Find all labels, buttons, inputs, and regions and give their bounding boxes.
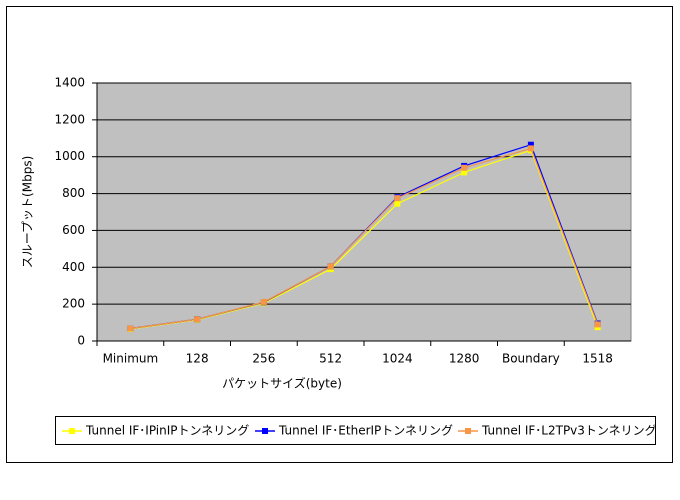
marker xyxy=(327,263,334,270)
legend-marker xyxy=(465,428,471,434)
marker xyxy=(594,321,601,328)
marker xyxy=(194,316,201,323)
x-tick-label: 1280 xyxy=(449,352,480,366)
series-line xyxy=(130,147,599,330)
y-axis-label: スループット(Mbps) xyxy=(21,156,35,268)
x-tick-label: 1024 xyxy=(382,352,413,366)
y-tick-label: 600 xyxy=(62,223,85,237)
y-tick-label: 800 xyxy=(62,186,85,200)
legend-label: Tunnel IF･IPinIPトンネリング xyxy=(85,424,249,438)
marker xyxy=(527,141,534,148)
marker xyxy=(394,195,401,202)
marker xyxy=(394,200,401,207)
legend-marker xyxy=(262,428,268,434)
legend xyxy=(55,416,656,445)
x-axis-label: パケットサイズ(byte) xyxy=(222,376,342,391)
y-tick-label: 0 xyxy=(77,334,85,348)
y-tick-label: 1000 xyxy=(54,149,85,163)
marker xyxy=(461,164,468,171)
marker xyxy=(260,298,267,305)
y-tick-label: 200 xyxy=(62,297,85,311)
x-tick-label: Minimum xyxy=(103,352,159,366)
legend-marker xyxy=(69,428,75,434)
x-tick-label: 256 xyxy=(252,352,275,366)
marker xyxy=(127,325,134,332)
marker xyxy=(461,169,468,176)
plot-area xyxy=(96,82,632,342)
x-tick-label: Boundary xyxy=(502,352,560,366)
x-tick-label: 512 xyxy=(319,352,342,366)
legend-label: Tunnel IF･EtherIPトンネリング xyxy=(278,424,453,438)
y-tick-label: 400 xyxy=(62,260,85,274)
y-tick-label: 1400 xyxy=(54,76,85,90)
y-tick-label: 1200 xyxy=(54,112,85,126)
marker xyxy=(527,145,534,152)
legend-label: Tunnel IF･L2TPv3トンネリング xyxy=(481,424,657,438)
x-tick-label: 128 xyxy=(186,352,209,366)
x-tick-label: 1518 xyxy=(582,352,613,366)
